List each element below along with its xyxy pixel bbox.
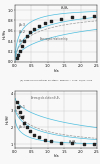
X-axis label: h/a: h/a (53, 154, 59, 158)
Point (29, 130, 31, 133)
Y-axis label: Hc/Hs: Hc/Hs (3, 28, 7, 39)
Text: (a) case of Cu soft film on steel - epsilon = 0.32, Hs/Hf=3 Pa: (a) case of Cu soft film on steel - epsi… (20, 79, 92, 81)
Point (83, 16, 85, 18)
Point (19, 49, 21, 52)
Text: $\beta$=2: $\beta$=2 (18, 29, 26, 36)
Point (21, 116, 22, 119)
Point (29, 31, 31, 34)
Point (38, 136, 39, 139)
Point (44, 138, 45, 141)
Text: $\beta$=3: $\beta$=3 (18, 123, 26, 131)
Point (16, 57, 18, 59)
Point (60, 18, 62, 20)
Point (50, 20, 52, 22)
X-axis label: h/a: h/a (53, 69, 59, 73)
Point (23, 122, 25, 125)
Point (72, 16, 73, 19)
Point (26, 126, 28, 129)
Point (50, 140, 52, 143)
Text: $\beta$=3: $\beta$=3 (18, 21, 26, 29)
Point (16, 101, 18, 104)
Text: Averaged relationship: Averaged relationship (40, 37, 67, 41)
Point (23, 40, 25, 42)
Point (21, 45, 22, 48)
Point (18, 53, 19, 56)
Point (72, 142, 73, 145)
Point (83, 143, 85, 145)
Point (44, 22, 45, 24)
Text: $\beta$=1: $\beta$=1 (18, 37, 26, 45)
Point (26, 35, 28, 37)
Point (93, 143, 94, 145)
Y-axis label: Hc/Hf: Hc/Hf (6, 114, 10, 124)
Text: $\beta$=2: $\beta$=2 (18, 113, 26, 121)
Point (33, 28, 35, 30)
Point (93, 15, 94, 18)
Point (38, 24, 39, 27)
Text: $\delta_s/\delta_f$: $\delta_s/\delta_f$ (68, 138, 78, 146)
Point (33, 133, 35, 136)
Point (19, 111, 21, 114)
Point (18, 106, 19, 109)
Point (60, 141, 62, 144)
Text: $\delta_f/\delta_s$: $\delta_f/\delta_s$ (60, 4, 70, 12)
Text: $\beta$=1: $\beta$=1 (18, 103, 26, 111)
Text: Averaged solution $\delta_c/\delta_s$: Averaged solution $\delta_c/\delta_s$ (30, 94, 61, 102)
